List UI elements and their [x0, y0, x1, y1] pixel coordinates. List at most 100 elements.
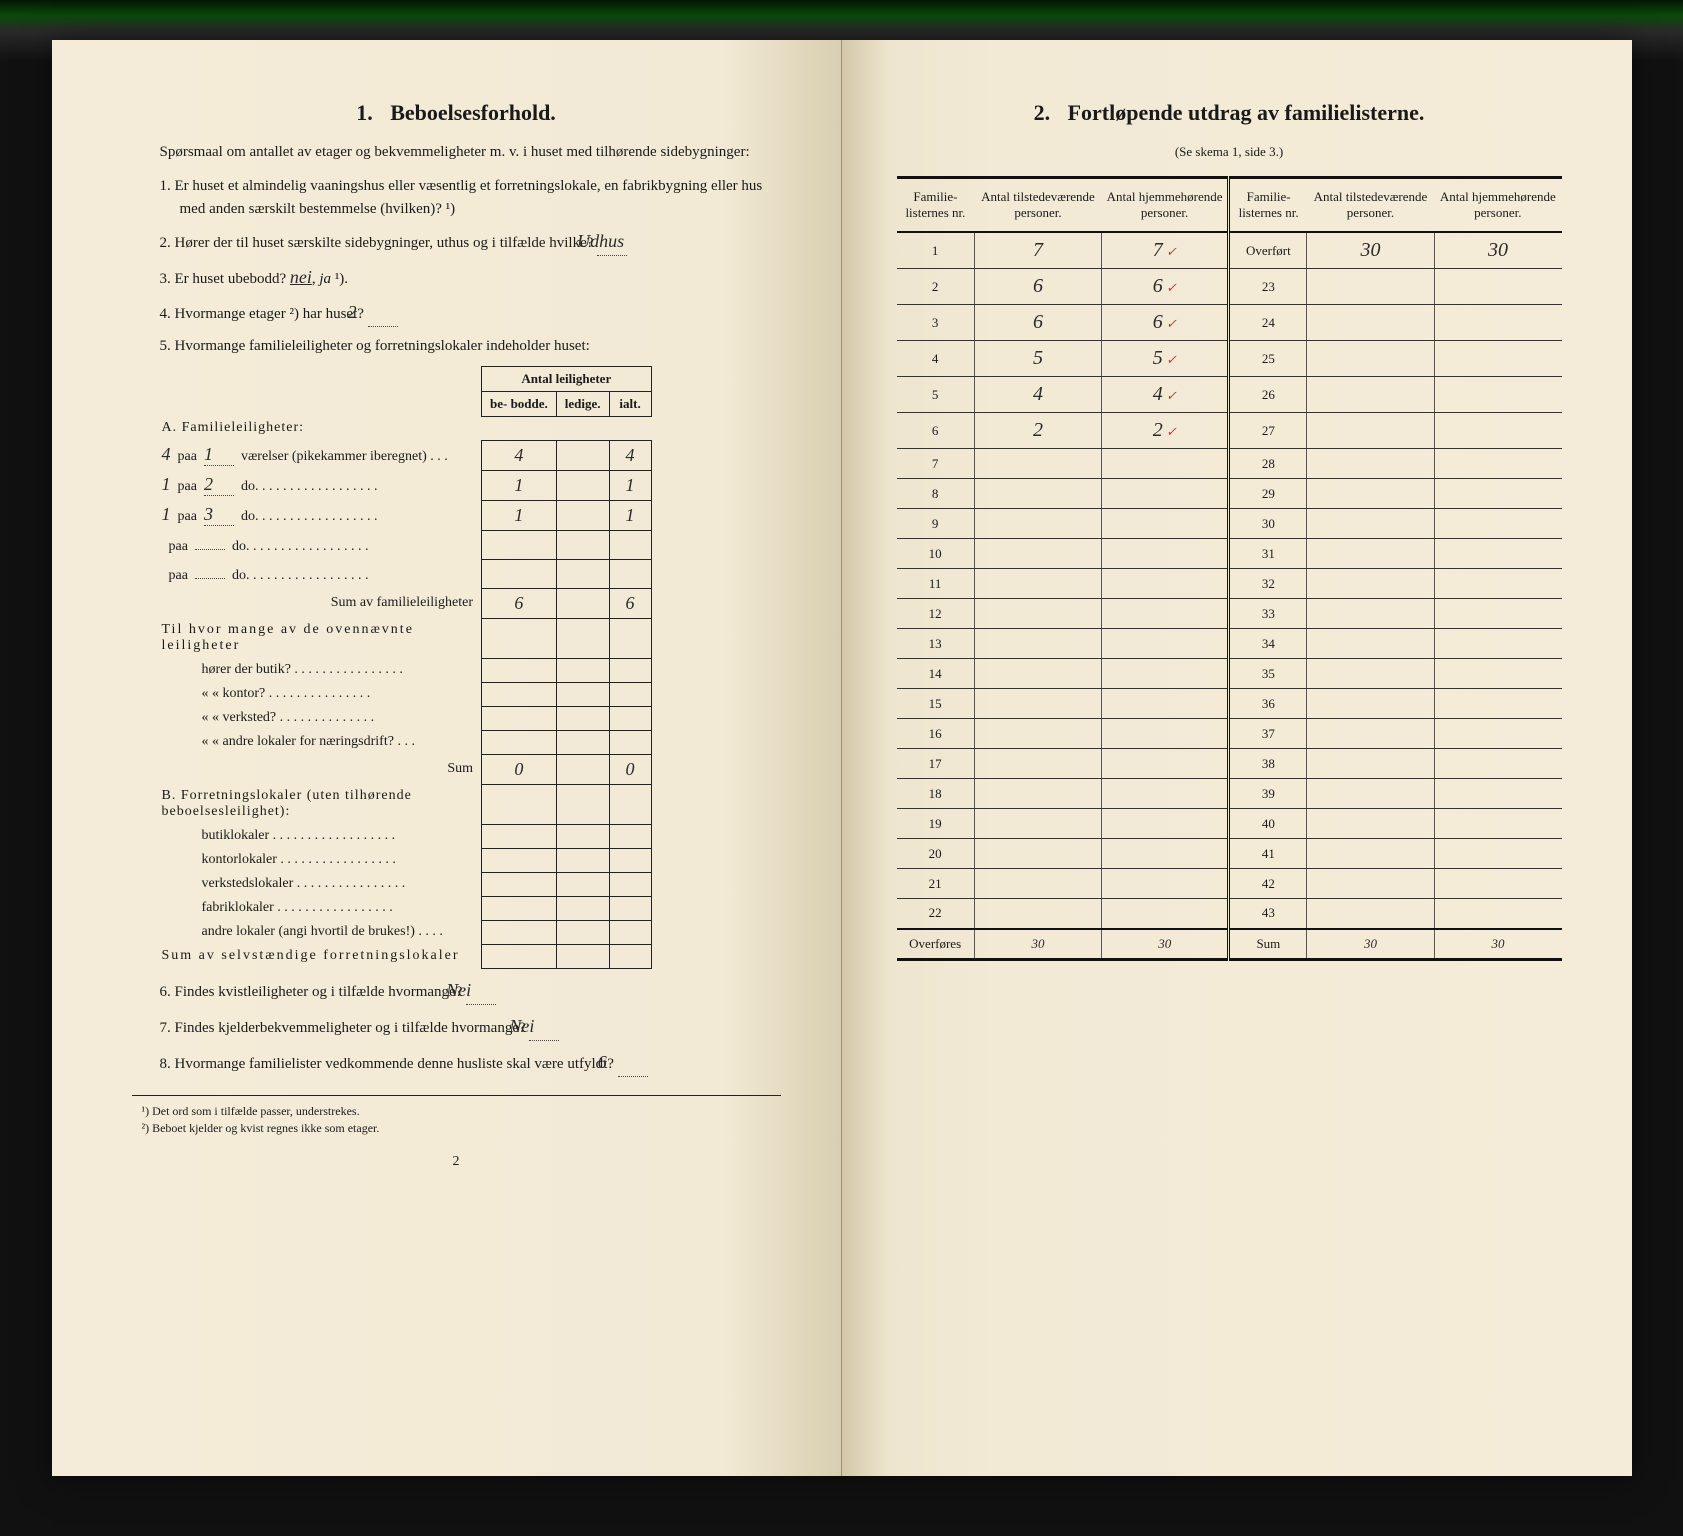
cell-nr: 11 [897, 569, 975, 599]
row-b: verkstedslokaler . . . . . . . . . . . .… [162, 872, 482, 896]
cell-nr2: 23 [1229, 269, 1307, 305]
row-b: butiklokaler . . . . . . . . . . . . . .… [162, 824, 482, 848]
cell-nr: 12 [897, 599, 975, 629]
q7-text: Findes kjelderbekvemmeligheter og i tilf… [175, 1020, 526, 1036]
row-a: paa do. . . . . . . . . . . . . . . . . … [162, 530, 482, 559]
hdr-2: Antal hjemmehørende personer. [1102, 178, 1229, 233]
cell-nr2: 40 [1229, 809, 1307, 839]
table-row: 12 33 [897, 599, 1562, 629]
q2-text: Hører der til huset særskilte sidebygnin… [175, 235, 594, 251]
cell-nr2: 24 [1229, 305, 1307, 341]
cell-i [609, 559, 651, 588]
table-row: 19 40 [897, 809, 1562, 839]
q8-answer: 6 [618, 1049, 648, 1077]
sum-a-label: Sum av familieleiligheter [162, 588, 482, 618]
cell-nr2: 36 [1229, 689, 1307, 719]
cell-nr2: 34 [1229, 629, 1307, 659]
q8: 8. Hvormange familielister vedkommende d… [160, 1049, 781, 1077]
q4-answer: 2 [368, 299, 398, 327]
table-row: 14 35 [897, 659, 1562, 689]
table-row: 2 6 6 ✓ 23 [897, 269, 1562, 305]
row-a: 1 paa 2 do. . . . . . . . . . . . . . . … [162, 470, 482, 500]
table-row: 7 28 [897, 449, 1562, 479]
cell-rt [1307, 377, 1434, 413]
cell-rt [1307, 269, 1434, 305]
cell-nr: 22 [897, 899, 975, 929]
question-list: 1. Er huset et almindelig vaaningshus el… [132, 175, 781, 358]
table-row: 4 5 5 ✓ 25 [897, 341, 1562, 377]
sum-rt: 30 [1307, 929, 1434, 960]
q4-text: Hvormange etager ²) har huset? [175, 306, 364, 322]
sum-l: Overføres [897, 929, 975, 960]
cell-nr: 20 [897, 839, 975, 869]
cell-i: 1 [609, 500, 651, 530]
cell-rh [1434, 269, 1561, 305]
cell-nr: 5 [897, 377, 975, 413]
cell-h [1102, 629, 1229, 659]
cell-nr: 4 [897, 341, 975, 377]
cell-i [609, 530, 651, 559]
cell-rt [1307, 689, 1434, 719]
sum-row: Overføres 30 30 Sum 30 30 [897, 929, 1562, 960]
table-row: 15 36 [897, 689, 1562, 719]
section-2-num: 2. [1034, 100, 1051, 125]
cell-nr2: 43 [1229, 899, 1307, 929]
cell-nr: 9 [897, 509, 975, 539]
page-number: 2 [132, 1154, 781, 1170]
cell-t [974, 479, 1101, 509]
cell-t: 6 [974, 305, 1101, 341]
cell-h [1102, 809, 1229, 839]
cell-nr: 15 [897, 689, 975, 719]
sum-til-label: Sum [162, 754, 482, 784]
cell-nr2: 31 [1229, 539, 1307, 569]
sum-til-l [556, 754, 609, 784]
cell-rh [1434, 539, 1561, 569]
table-row: 21 42 [897, 869, 1562, 899]
cell-t: 2 [974, 413, 1101, 449]
table-row: 5 4 4 ✓ 26 [897, 377, 1562, 413]
cell-nr2: 32 [1229, 569, 1307, 599]
cell-l [556, 470, 609, 500]
row-a: 1 paa 3 do. . . . . . . . . . . . . . . … [162, 500, 482, 530]
cell-b: 4 [482, 440, 557, 470]
cell-nr2: 25 [1229, 341, 1307, 377]
sum-til-b: 0 [482, 754, 557, 784]
col-ialt: ialt. [609, 391, 651, 416]
cell-nr2: 27 [1229, 413, 1307, 449]
sum-a-l [556, 588, 609, 618]
cell-nr2: 30 [1229, 509, 1307, 539]
cell-h [1102, 509, 1229, 539]
section-1-num: 1. [356, 100, 373, 125]
cell-i: 1 [609, 470, 651, 500]
table-row: 16 37 [897, 719, 1562, 749]
q1: 1. Er huset et almindelig vaaningshus el… [160, 175, 781, 220]
cell-h: 7 ✓ [1102, 232, 1229, 269]
cell-t: 4 [974, 377, 1101, 413]
cell-t [974, 539, 1101, 569]
cell-l [556, 500, 609, 530]
cell-nr: 10 [897, 539, 975, 569]
cell-h [1102, 869, 1229, 899]
hdr-3: Familie- listernes nr. [1229, 178, 1307, 233]
cell-h [1102, 719, 1229, 749]
cell-h: 6 ✓ [1102, 269, 1229, 305]
row-b: fabriklokaler . . . . . . . . . . . . . … [162, 896, 482, 920]
row-b: andre lokaler (angi hvortil de brukes!) … [162, 920, 482, 944]
sum-h: 30 [1102, 929, 1229, 960]
cell-rh [1434, 413, 1561, 449]
q5-text: Hvormange familieleiligheter og forretni… [175, 338, 590, 354]
cell-rh [1434, 509, 1561, 539]
cell-h [1102, 569, 1229, 599]
til-row: hører der butik? . . . . . . . . . . . .… [162, 658, 482, 682]
cell-rt [1307, 809, 1434, 839]
cell-nr2: 39 [1229, 779, 1307, 809]
col-ledige: ledige. [556, 391, 609, 416]
q6-answer: Nei [466, 977, 496, 1005]
table-row: 17 38 [897, 749, 1562, 779]
cell-h [1102, 689, 1229, 719]
cell-h [1102, 659, 1229, 689]
hdr-4: Antal tilstedeværende personer. [1307, 178, 1434, 233]
cell-rt [1307, 509, 1434, 539]
hdr-5: Antal hjemmehørende personer. [1434, 178, 1561, 233]
cell-t [974, 629, 1101, 659]
